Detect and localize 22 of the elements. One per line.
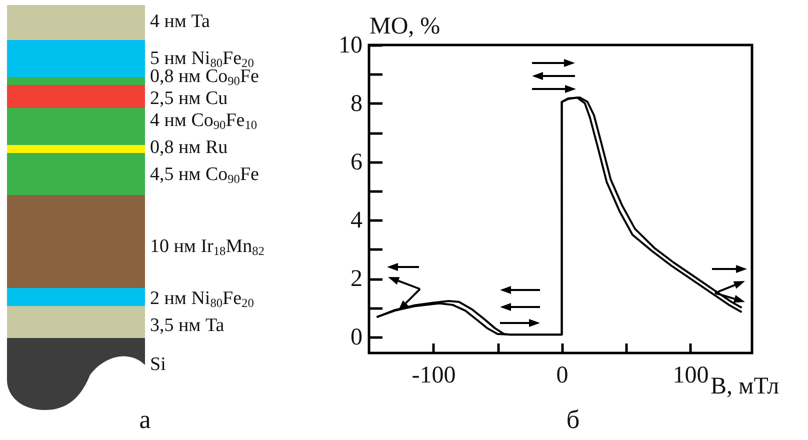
text: 3,5 нм Ta [150,315,225,336]
y-tick-label: 10 [338,32,362,58]
text: 2 нм Ni$_{80}$Fe$_{20}$ [150,288,254,310]
text: 4,5 нм Co$_{90}$Fe [150,164,259,186]
y-tick-label: 0 [350,324,362,350]
text: 10 нм Ir$_{18}$Mn$_{82}$ [150,236,264,258]
x-axis-title: В, мТл [710,374,780,400]
y-tick-label: 4 [350,208,362,234]
text: 2,5 нм Cu [150,88,228,109]
text: Si [150,354,166,375]
x-tick-label: -100 [412,362,456,388]
y-tick-label: 8 [350,90,362,117]
x-tick-label: 100 [672,362,709,388]
text: 0,8 нм Ru [150,137,228,158]
y-tick-label: 6 [350,149,362,176]
text: 4 нм Co$_{90}$Fe$_{10}$ [150,110,258,132]
x-tick-label: 0 [556,362,568,388]
text: 4 нм Ta [150,11,210,32]
y-axis-title: МО, % [370,14,440,40]
y-tick-label: 2 [350,266,362,292]
text: б [566,405,580,434]
text: а [139,405,152,434]
